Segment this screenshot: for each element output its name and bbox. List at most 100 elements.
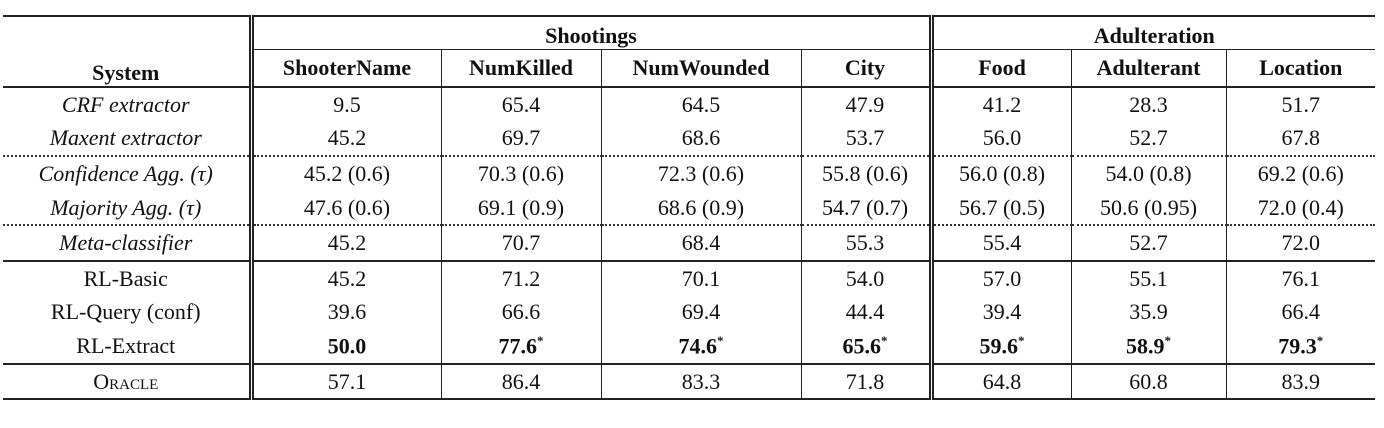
cell-value: 71.2 <box>441 259 602 296</box>
table-row: RL-Extract 50.0 77.6* 74.6* 65.6* 59.6* … <box>3 329 1375 364</box>
table-row: Oracle 57.1 86.4 83.3 71.8 64.8 60.8 83.… <box>3 362 1376 400</box>
header-col-numkilled: NumKilled <box>441 49 602 88</box>
cell-value: 64.5 <box>601 87 802 122</box>
row-system-name: Meta-classifier <box>3 224 254 261</box>
row-system-name: CRF extractor <box>3 87 254 122</box>
cell-value: 51.7 <box>1281 91 1321 117</box>
cell-value: 72.0 <box>1226 224 1376 261</box>
cell-value: 45.2 <box>251 259 442 296</box>
cell-value: 68.4 <box>601 224 802 261</box>
cell-value: 45.2 <box>251 224 442 261</box>
cell-value: 68.6 <box>601 121 802 157</box>
header-col-shootername: ShooterName <box>251 49 442 88</box>
cell-value: 54.0 <box>801 259 934 296</box>
table-row: Confidence Agg. (τ) 45.2 (0.6) 70.3 (0.6… <box>3 155 1376 191</box>
table-row: Maxent extractor 45.2 69.7 68.6 53.7 56.… <box>3 121 1375 157</box>
significance-star: * <box>717 332 724 348</box>
significance-star: * <box>537 332 544 348</box>
significance-star: * <box>1316 332 1324 348</box>
cell-value: 47.6 (0.6) <box>251 190 442 226</box>
row-system-name: RL-Extract <box>3 329 254 364</box>
cell-value: 47.9 <box>801 87 934 122</box>
cell-value: 28.3 <box>1071 87 1227 122</box>
header-system: System <box>3 15 254 88</box>
cell-value: 56.0 (0.8) <box>931 155 1072 191</box>
table-row: Meta-classifier 45.2 70.7 68.4 55.3 55.4… <box>3 224 1376 261</box>
cell-value: 55.4 <box>931 224 1072 261</box>
cell-value-best: 77.6* <box>441 329 602 364</box>
row-system-name: Maxent extractor <box>3 121 254 157</box>
cell-value: 66.6 <box>441 295 602 330</box>
cell-value: 41.2 <box>931 87 1072 122</box>
table-row: RL-Basic 45.2 71.2 70.1 54.0 57.0 55.1 7… <box>3 259 1376 296</box>
cell-number: 58.9 <box>1126 333 1165 359</box>
row-system-name: RL-Basic <box>3 259 254 296</box>
cell-value: 66.4 <box>1281 299 1321 325</box>
cell-value: 55.3 <box>801 224 934 261</box>
cell-value: 9.5 <box>251 87 442 122</box>
significance-star: * <box>1018 332 1025 348</box>
header-group-adulteration: Adulteration <box>931 15 1376 50</box>
cell-value: 68.6 (0.9) <box>601 190 802 226</box>
header-group-shootings: Shootings <box>251 15 934 50</box>
table-row: RL-Query (conf) 39.6 66.6 69.4 44.4 39.4… <box>3 295 1375 330</box>
cell-value: 54.0 (0.8) <box>1071 155 1227 191</box>
cell-value: 55.1 <box>1071 259 1227 296</box>
cell-value-best: 58.9* <box>1071 329 1227 364</box>
row-system-name: Majority Agg. (τ) <box>3 190 254 226</box>
cell-value: 57.0 <box>931 259 1072 296</box>
table-row: CRF extractor 9.5 65.4 64.5 47.9 41.2 28… <box>3 87 1375 122</box>
cell-value: 60.8 <box>1071 362 1227 400</box>
cell-value: 69.2 (0.6) <box>1226 155 1376 191</box>
results-table: System Shootings Adulteration ShooterNam… <box>3 15 1376 400</box>
cell-value: 56.7 (0.5) <box>931 190 1072 226</box>
cell-value-best: 65.6* <box>801 329 934 364</box>
cell-value: 55.8 (0.6) <box>801 155 934 191</box>
header-col-location: Location <box>1226 49 1376 88</box>
cell-value: 70.1 <box>601 259 802 296</box>
cell-value: 52.7 <box>1071 224 1227 261</box>
cell-value: 57.1 <box>251 362 442 400</box>
cell-value: 44.4 <box>801 295 934 330</box>
cell-value: 70.7 <box>441 224 602 261</box>
cell-value: 56.0 <box>931 121 1072 157</box>
cell-value: 53.7 <box>801 121 934 157</box>
cell-value-best: 50.0 <box>251 329 442 364</box>
cell-value: 52.7 <box>1071 121 1227 157</box>
cell-value: 54.7 (0.7) <box>801 190 934 226</box>
cell-number: 59.6 <box>979 333 1019 359</box>
cell-number: 50.0 <box>327 333 367 359</box>
header-col-numwounded: NumWounded <box>601 49 802 88</box>
cell-value: 69.1 (0.9) <box>441 190 602 226</box>
cell-value: 70.3 (0.6) <box>441 155 602 191</box>
cell-value: 50.6 (0.95) <box>1071 190 1227 226</box>
cell-value: 39.6 <box>251 295 442 330</box>
cell-value: 45.2 <box>251 121 442 157</box>
cell-value: 69.4 <box>601 295 802 330</box>
cell-value: 76.1 <box>1226 259 1376 296</box>
header-col-adulterant: Adulterant <box>1071 49 1227 88</box>
cell-value: 86.4 <box>441 362 602 400</box>
header-col-city: City <box>801 49 934 88</box>
cell-value: 69.7 <box>441 121 602 157</box>
row-system-name: RL-Query (conf) <box>3 295 254 330</box>
cell-value: 65.4 <box>441 87 602 122</box>
cell-value: 72.0 (0.4) <box>1257 194 1344 220</box>
cell-number: 65.6 <box>842 333 882 359</box>
header-group-shootings-label: Shootings <box>545 23 637 48</box>
cell-value: 83.3 <box>601 362 802 400</box>
cell-number: 77.6 <box>498 333 538 359</box>
significance-star: * <box>881 332 888 348</box>
cell-value: 39.4 <box>931 295 1072 330</box>
cell-value: 35.9 <box>1071 295 1227 330</box>
table-row: Majority Agg. (τ) 47.6 (0.6) 69.1 (0.9) … <box>3 190 1375 226</box>
cell-value-best: 74.6* <box>601 329 802 364</box>
header-col-food: Food <box>931 49 1072 88</box>
cell-value: 45.2 (0.6) <box>251 155 442 191</box>
significance-star: * <box>1164 332 1172 348</box>
cell-number: 79.3 <box>1278 333 1317 359</box>
cell-value: 83.9 <box>1226 362 1376 400</box>
cell-value-best: 59.6* <box>931 329 1072 364</box>
header-group-adulteration-label: Adulteration <box>1093 23 1215 48</box>
